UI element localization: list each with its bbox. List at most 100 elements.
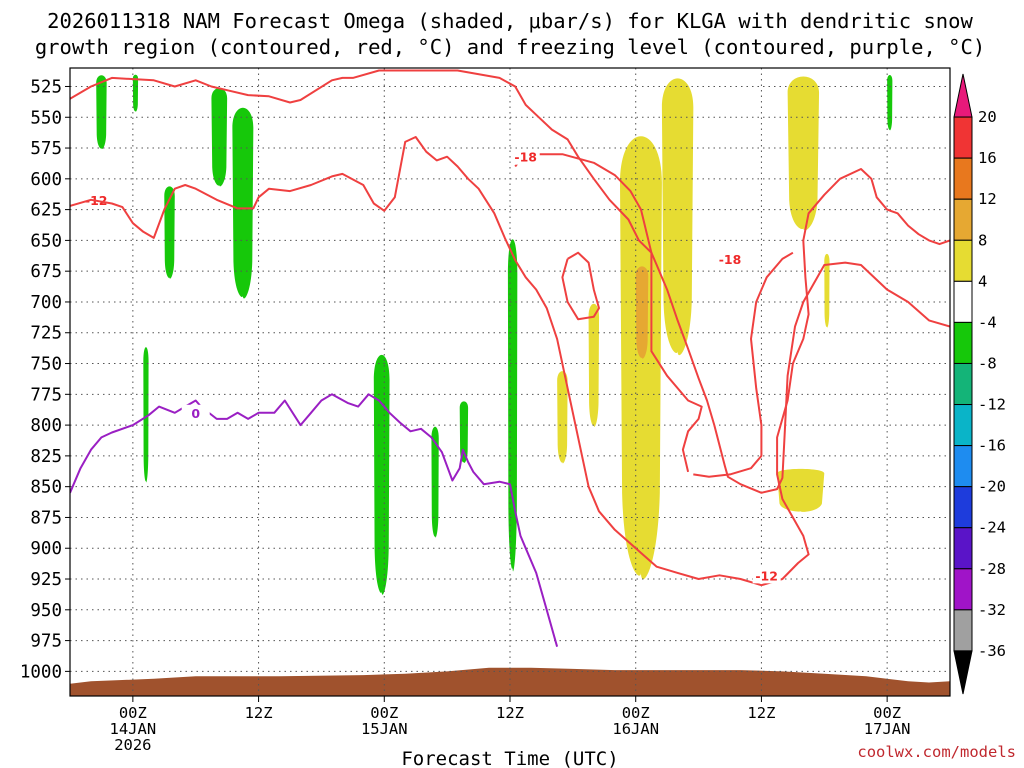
colorbar-arrow-bottom: [953, 650, 973, 695]
y-tick-label-650: 650: [30, 231, 62, 251]
contour-label-bg-1: [752, 567, 781, 584]
y-axis-ticks: 525 550 575 600 625 650 675 700 725 750 775 800 825 8…: [20, 77, 70, 682]
x-tick-label-6-2: 2026: [114, 736, 151, 754]
contour-label-dgz-lower: -12: [755, 568, 778, 583]
terrain-layer: [70, 667, 950, 696]
colorbar-arrow-top: [953, 73, 973, 118]
contour-layer: -12-12-18-180: [70, 69, 950, 647]
omega-region-9: [507, 239, 518, 572]
colorbar-segment-9: [953, 445, 973, 488]
colorbar-label-0: 20: [978, 108, 997, 126]
colorbar-segment-12: [953, 568, 973, 611]
y-tick-label-525: 525: [30, 77, 62, 97]
x-tick-label-18-0: 12Z: [245, 704, 273, 722]
colorbar-label-8: -16: [978, 437, 1006, 455]
colorbar-label-5: -4: [978, 313, 997, 331]
x-tick-label-30-1: 15JAN: [361, 720, 408, 738]
contour-label-freezing-level: 0: [191, 406, 200, 421]
omega-region-3: [211, 87, 228, 187]
grid-layer: [70, 68, 950, 696]
omega-region-14: [661, 78, 694, 356]
y-tick-label-800: 800: [30, 416, 62, 436]
colorbar-segment-2: [953, 157, 973, 200]
y-tick-label-775: 775: [30, 385, 62, 405]
colorbar-segment-13: [953, 609, 973, 652]
colorbar-segment-10: [953, 486, 973, 529]
contour-label-bg-2: [511, 148, 540, 165]
colorbar-label-11: -28: [978, 560, 1006, 578]
contour-dgz-lower: [70, 136, 950, 587]
y-tick-label-1000: 1000: [20, 662, 62, 682]
x-tick-label-78-0: 00Z: [873, 704, 901, 722]
colorbar: 20 16 12 8 4 -4 -8 -12 -16 -20 -24 -28 -32 -36: [953, 73, 1006, 695]
y-tick-label-575: 575: [30, 139, 62, 159]
chart-title-line-2: growth region (contoured, red, °C) and f…: [35, 35, 985, 59]
contour-dgz-loop: [561, 251, 600, 321]
colorbar-segment-3: [953, 198, 973, 241]
omega-region-2: [164, 186, 175, 279]
y-tick-label-725: 725: [30, 324, 62, 344]
colorbar-label-4: 4: [978, 272, 987, 290]
omega-shading-layer: [96, 74, 893, 595]
x-tick-label-6-1: 14JAN: [110, 720, 157, 738]
omega-region-18: [635, 266, 649, 359]
y-tick-label-975: 975: [30, 632, 62, 652]
colorbar-segment-8: [953, 404, 973, 447]
x-tick-label-42-0: 12Z: [496, 704, 524, 722]
y-tick-label-600: 600: [30, 170, 62, 190]
y-tick-label-625: 625: [30, 201, 62, 221]
colorbar-segment-1: [953, 116, 973, 159]
y-tick-label-550: 550: [30, 108, 62, 128]
colorbar-segment-6: [953, 321, 973, 364]
colorbar-label-6: -8: [978, 354, 997, 372]
y-tick-label-700: 700: [30, 293, 62, 313]
contour-label-bg-5: [181, 404, 210, 421]
terrain-surface: [70, 667, 950, 696]
x-tick-label-30-0: 00Z: [370, 704, 398, 722]
omega-region-0: [96, 75, 107, 150]
omega-region-15: [787, 76, 820, 231]
omega-region-12: [588, 303, 600, 427]
contour-label-bg-3: [716, 250, 744, 267]
colorbar-label-9: -20: [978, 478, 1006, 496]
contour-freezing-level: [70, 393, 559, 647]
colorbar-label-3: 8: [978, 231, 987, 249]
x-tick-label-54-0: 00Z: [622, 704, 650, 722]
y-tick-label-750: 750: [30, 355, 62, 375]
omega-region-17: [777, 468, 825, 512]
omega-region-8: [459, 401, 469, 463]
colorbar-label-7: -12: [978, 396, 1006, 414]
contour-label-dgz-inner: -18: [719, 252, 742, 267]
x-tick-label-78-1: 17JAN: [864, 720, 911, 738]
omega-region-10: [887, 74, 893, 131]
y-tick-label-850: 850: [30, 478, 62, 498]
y-tick-label-675: 675: [30, 262, 62, 282]
colorbar-label-13: -36: [978, 642, 1006, 660]
contour-dgz-upper-mid: [514, 153, 703, 473]
omega-region-16: [824, 253, 830, 328]
colorbar-label-2: 12: [978, 190, 997, 208]
contour-label-dgz-upper-mid: -18: [514, 150, 537, 165]
colorbar-label-12: -32: [978, 601, 1006, 619]
omega-region-5: [143, 347, 149, 483]
colorbar-label-1: 16: [978, 149, 997, 167]
omega-region-4: [232, 107, 254, 299]
chart-title-line-1: 2026011318 NAM Forecast Omega (shaded, μ…: [47, 9, 973, 33]
omega-region-7: [431, 426, 439, 538]
y-tick-label-900: 900: [30, 539, 62, 559]
x-axis-label: Forecast Time (UTC): [401, 748, 618, 768]
y-tick-label-875: 875: [30, 508, 62, 528]
colorbar-segment-4: [953, 239, 973, 282]
source-label[interactable]: coolwx.com/models: [857, 743, 1016, 761]
x-tick-label-66-0: 12Z: [747, 704, 775, 722]
x-tick-label-54-1: 16JAN: [612, 720, 659, 738]
omega-region-6: [373, 354, 390, 595]
y-tick-label-925: 925: [30, 570, 62, 590]
omega-region-1: [132, 74, 139, 112]
colorbar-segment-7: [953, 362, 973, 406]
y-tick-label-825: 825: [30, 447, 62, 467]
contour-dgz-inner: [693, 251, 794, 478]
colorbar-segment-5: [953, 280, 973, 323]
